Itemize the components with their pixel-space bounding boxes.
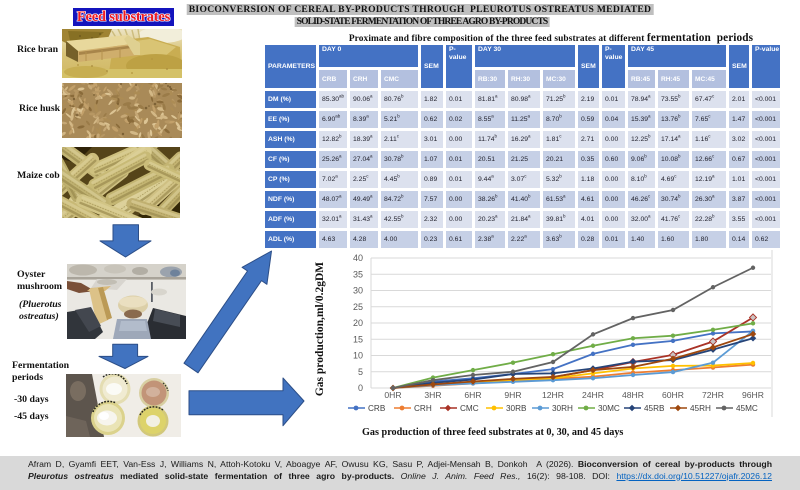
svg-text:9HR: 9HR [504, 390, 521, 400]
svg-text:20: 20 [353, 318, 363, 328]
svg-text:CRB: CRB [368, 404, 386, 413]
svg-text:30RB: 30RB [506, 404, 527, 413]
svg-text:45RH: 45RH [690, 404, 711, 413]
svg-text:30RH: 30RH [552, 404, 573, 413]
svg-text:45MC: 45MC [736, 404, 758, 413]
svg-text:30MC: 30MC [598, 404, 620, 413]
svg-text:30: 30 [353, 286, 363, 296]
svg-text:40: 40 [353, 253, 363, 263]
svg-text:12HR: 12HR [542, 390, 564, 400]
svg-text:48HR: 48HR [622, 390, 644, 400]
svg-text:Gas production,ml/0.2gDM: Gas production,ml/0.2gDM [314, 262, 326, 396]
svg-text:15: 15 [353, 334, 363, 344]
svg-text:96HR: 96HR [742, 390, 764, 400]
svg-text:3HR: 3HR [424, 390, 441, 400]
svg-text:10: 10 [353, 351, 363, 361]
svg-text:72HR: 72HR [702, 390, 724, 400]
svg-text:5: 5 [358, 367, 363, 377]
svg-text:0HR: 0HR [384, 390, 401, 400]
svg-text:0: 0 [358, 383, 363, 393]
svg-text:60HR: 60HR [662, 390, 684, 400]
svg-text:45RB: 45RB [644, 404, 665, 413]
svg-text:24HR: 24HR [582, 390, 604, 400]
svg-text:35: 35 [353, 269, 363, 279]
svg-text:6HR: 6HR [464, 390, 481, 400]
svg-text:CMC: CMC [460, 404, 479, 413]
svg-text:25: 25 [353, 302, 363, 312]
svg-text:CRH: CRH [414, 404, 432, 413]
